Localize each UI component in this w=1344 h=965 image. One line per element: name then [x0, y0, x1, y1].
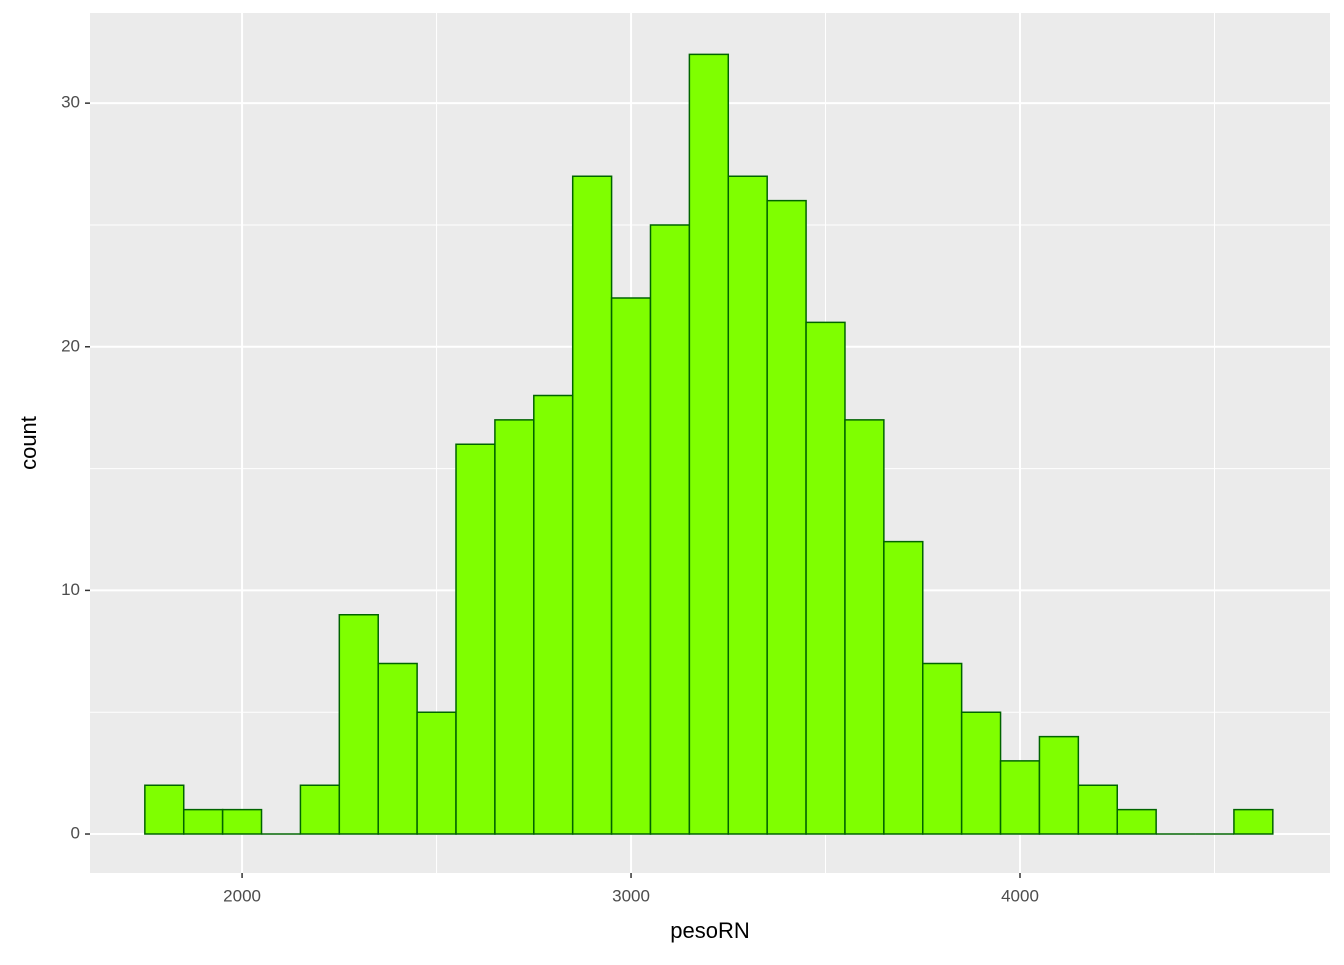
x-tick-label: 3000 — [612, 886, 650, 905]
bar — [688, 53, 730, 835]
bar — [416, 711, 457, 835]
x-tick-label: 2000 — [223, 886, 261, 905]
bar — [766, 199, 807, 835]
y-tick-label: 10 — [61, 580, 80, 599]
bar — [455, 443, 496, 835]
bar — [883, 540, 924, 835]
bar — [533, 394, 574, 835]
bar — [144, 784, 185, 835]
bar — [377, 662, 418, 835]
bar — [299, 784, 341, 835]
bar — [805, 321, 846, 835]
bar — [1116, 808, 1157, 835]
bar — [727, 175, 768, 835]
bar — [338, 614, 379, 835]
x-tick-label: 4000 — [1001, 886, 1039, 905]
bar — [960, 711, 1002, 835]
bar — [1233, 808, 1274, 835]
y-axis-title: count — [16, 416, 41, 470]
bar — [999, 760, 1041, 835]
bar — [1038, 735, 1080, 835]
y-tick-label: 0 — [71, 824, 80, 843]
bar — [649, 224, 691, 835]
bars — [144, 53, 1274, 835]
bar — [610, 297, 652, 835]
x-axis-title: pesoRN — [670, 918, 749, 943]
bar — [1077, 784, 1118, 835]
y-tick-label: 20 — [61, 336, 80, 355]
bar — [922, 662, 963, 835]
bar — [571, 175, 613, 835]
bar — [844, 419, 885, 835]
bar — [221, 808, 263, 835]
ticks: 2000 3000 4000 0 10 20 30 — [61, 93, 1039, 906]
y-tick-label: 30 — [61, 93, 80, 112]
bar — [494, 419, 535, 835]
bar — [182, 808, 224, 835]
